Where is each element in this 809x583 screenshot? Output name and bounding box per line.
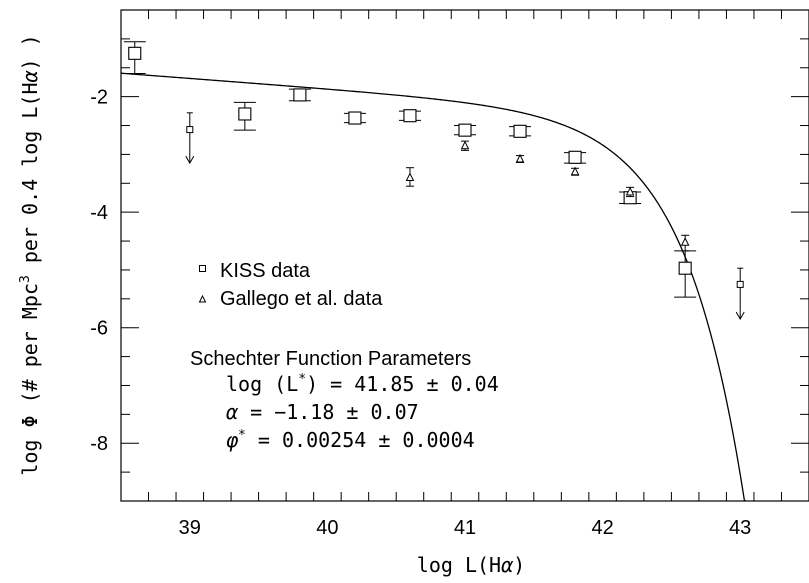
- plot-frame: [120, 9, 809, 502]
- y-tick-label: -8: [90, 433, 108, 455]
- kiss-point: [458, 123, 472, 137]
- kiss-point: [513, 124, 527, 138]
- annotation-line-lstar: log (L*) = 41.85 ± 0.04: [226, 372, 499, 396]
- kiss-point: [678, 261, 692, 275]
- x-tick-label: 41: [454, 517, 476, 539]
- kiss-point: [568, 150, 582, 164]
- y-tick-labels: -2 -4 -6 -8: [90, 87, 108, 456]
- gallego-point: [625, 186, 635, 196]
- annotation-line-alpha: α = −1.18 ± 0.07: [226, 400, 419, 424]
- y-axis-label: log Φ (# per Mpc3 per 0.4 log L(Hα) ): [18, 34, 42, 475]
- kiss-point: [403, 109, 417, 123]
- x-axis-label: log L(Hα): [417, 553, 525, 577]
- x-tick-labels: 39 40 41 42 43: [179, 517, 752, 539]
- schechter-parameters-annotation: Schechter Function Parameters log (L*) =…: [190, 348, 499, 452]
- legend-label-kiss: KISS data: [220, 260, 311, 282]
- annotation-line-phistar: φ* = 0.00254 ± 0.0004: [226, 428, 475, 452]
- kiss-data-series: [123, 41, 745, 321]
- legend-label-gallego: Gallego et al. data: [220, 288, 383, 310]
- gallego-point: [460, 140, 470, 150]
- gallego-point: [570, 166, 580, 176]
- kiss-point: [128, 46, 142, 60]
- upper-limit-arrow: [735, 311, 745, 321]
- gallego-data-series: [405, 140, 690, 252]
- legend-triangle-marker: [198, 294, 207, 303]
- legend-square-marker: [199, 265, 206, 272]
- y-tick-label: -2: [90, 87, 108, 109]
- y-tick-label: -4: [90, 202, 108, 224]
- x-tick-label: 40: [316, 517, 338, 539]
- kiss-upper-limit-point: [186, 126, 194, 134]
- kiss-point: [348, 111, 362, 125]
- x-tick-label: 39: [179, 517, 201, 539]
- schechter-fit-curve: [120, 72, 747, 502]
- upper-limit-arrow: [185, 155, 195, 165]
- y-tick-label: -6: [90, 318, 108, 340]
- legend: KISS data Gallego et al. data: [198, 260, 383, 310]
- kiss-point: [238, 107, 252, 121]
- kiss-upper-limit-point: [736, 280, 744, 288]
- x-tick-label: 42: [591, 517, 613, 539]
- gallego-point: [515, 153, 525, 163]
- annotation-heading: Schechter Function Parameters: [190, 348, 471, 370]
- axis-ticks: [120, 9, 809, 502]
- gallego-point: [680, 237, 690, 246]
- kiss-point: [293, 88, 307, 102]
- gallego-point: [405, 172, 415, 182]
- x-tick-label: 43: [729, 517, 751, 539]
